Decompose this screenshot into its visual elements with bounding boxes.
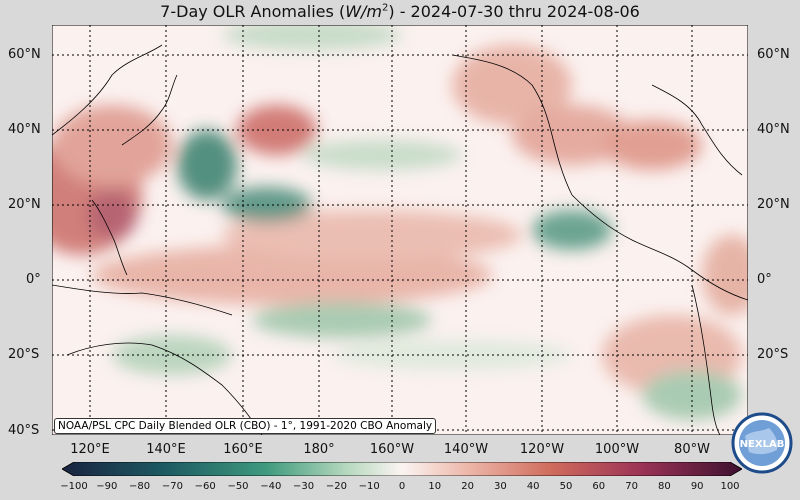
lon-label: 120°W bbox=[519, 442, 565, 457]
lon-label: 180° bbox=[303, 442, 335, 457]
lat-label-left: 20°S bbox=[8, 347, 40, 362]
lon-label: 80°W bbox=[674, 442, 710, 457]
lon-label: 120°E bbox=[70, 442, 110, 457]
graticule bbox=[52, 25, 748, 435]
lat-label-right: 20°S bbox=[757, 347, 789, 362]
svg-text:NEXLAB: NEXLAB bbox=[740, 439, 785, 450]
lat-label-right: 0° bbox=[757, 272, 772, 287]
lat-label-left: 40°S bbox=[8, 423, 40, 438]
colorbar-tick-label: 20 bbox=[461, 481, 474, 492]
lon-label: 140°E bbox=[146, 442, 186, 457]
colorbar-tick-label: −100 bbox=[60, 481, 88, 492]
colorbar-tick-label: −40 bbox=[260, 481, 282, 492]
colorbar-tick-label: 10 bbox=[428, 481, 442, 492]
colorbar-tick-label: 0 bbox=[398, 481, 406, 492]
lat-label-left: 40°N bbox=[8, 122, 41, 137]
nexlab-logo: NEXLAB bbox=[731, 412, 793, 474]
colorbar-tick-label: −20 bbox=[325, 481, 347, 492]
lon-label: 160°E bbox=[223, 442, 263, 457]
colorbar-tick-label: 60 bbox=[592, 481, 606, 492]
colorbar-tick-label: −60 bbox=[194, 481, 216, 492]
colorbar-tick-label: 70 bbox=[625, 481, 638, 492]
colorbar-tick-label: −10 bbox=[358, 481, 380, 492]
colorbar-tick-label: −90 bbox=[96, 481, 118, 492]
lon-label: 160°W bbox=[369, 442, 415, 457]
colorbar-tick-label: 30 bbox=[494, 481, 507, 492]
colorbar-tick-label: 100 bbox=[720, 481, 740, 492]
colorbar-tick-label: −30 bbox=[293, 481, 315, 492]
data-source-credit: NOAA/PSL CPC Daily Blended OLR (CBO) - 1… bbox=[54, 418, 437, 434]
lat-label-left: 20°N bbox=[8, 197, 41, 212]
lon-label: 140°W bbox=[443, 442, 489, 457]
colorbar-tick-label: −80 bbox=[129, 481, 151, 492]
olr-anomaly-map bbox=[52, 25, 748, 435]
lat-label-right: 60°N bbox=[757, 47, 790, 62]
map-title: 7-Day OLR Anomalies (W/m2) - 2024-07-30 … bbox=[160, 2, 640, 21]
coastlines bbox=[52, 44, 748, 435]
colorbar-tick-label: 40 bbox=[526, 481, 540, 492]
colorbar bbox=[62, 462, 742, 476]
colorbar-tick-label: 50 bbox=[559, 481, 573, 492]
colorbar-tick-label: 80 bbox=[658, 481, 671, 492]
lat-label-left: 60°N bbox=[8, 47, 41, 62]
colorbar-tick-label: −70 bbox=[161, 481, 183, 492]
lat-label-left: 0° bbox=[26, 272, 41, 287]
lat-label-right: 40°N bbox=[757, 122, 790, 137]
colorbar-tick-label: −50 bbox=[227, 481, 249, 492]
lon-label: 100°W bbox=[594, 442, 640, 457]
lat-label-right: 20°N bbox=[757, 197, 790, 212]
colorbar-tick-label: 90 bbox=[690, 481, 704, 492]
